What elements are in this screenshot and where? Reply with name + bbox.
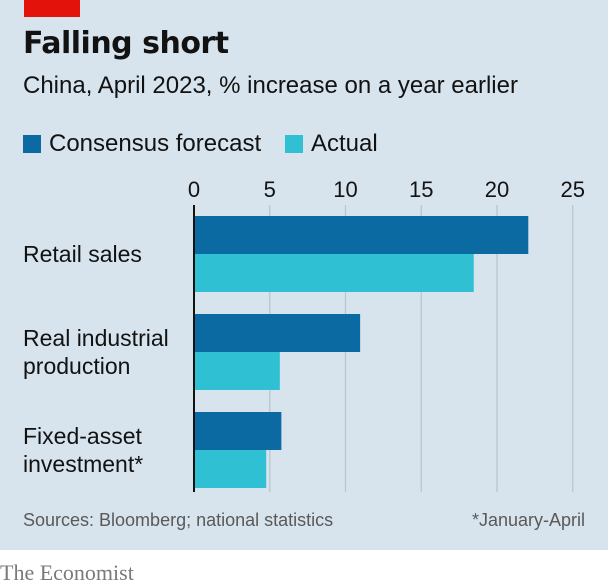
x-tick-label-15: 15 xyxy=(409,177,433,202)
legend-item-actual: Actual xyxy=(285,130,378,158)
brand-red-tag xyxy=(24,0,80,17)
chart-panel: Falling short China, April 2023, % incre… xyxy=(0,0,608,550)
legend-item-consensus: Consensus forecast xyxy=(23,130,261,158)
legend-label-actual: Actual xyxy=(311,130,378,157)
legend-label-consensus: Consensus forecast xyxy=(49,130,262,157)
category-label-2-1: investment* xyxy=(23,451,143,477)
bar-chart: 0 5 10 15 20 25 Retail sales Real industrialpro… xyxy=(23,177,585,492)
legend-swatch-consensus xyxy=(23,135,41,153)
chart-subtitle: China, April 2023, % increase on a year … xyxy=(23,72,518,99)
bar-actual-2 xyxy=(195,450,267,488)
category-label-0-0: Retail sales xyxy=(23,241,142,267)
chart-title: Falling short xyxy=(23,26,229,61)
x-tick-label-25: 25 xyxy=(561,177,585,202)
legend-swatch-actual xyxy=(285,135,303,153)
x-tick-label-5: 5 xyxy=(264,177,276,202)
bar-consensus-0 xyxy=(195,216,529,254)
bar-actual-1 xyxy=(195,352,280,390)
category-label-1-0: Real industrial xyxy=(23,325,169,351)
category-label-1-1: production xyxy=(23,353,130,379)
x-tick-label-0: 0 xyxy=(188,177,200,202)
brand-wordmark: The Economist xyxy=(0,560,134,585)
x-tick-label-10: 10 xyxy=(333,177,357,202)
bar-consensus-2 xyxy=(195,412,282,450)
footnote: *January-April xyxy=(471,510,585,530)
bar-actual-0 xyxy=(195,254,474,292)
bar-consensus-1 xyxy=(195,314,361,352)
x-tick-label-20: 20 xyxy=(485,177,509,202)
source-note: Sources: Bloomberg; national statistics xyxy=(23,510,334,530)
category-label-2-0: Fixed-asset xyxy=(23,423,142,449)
